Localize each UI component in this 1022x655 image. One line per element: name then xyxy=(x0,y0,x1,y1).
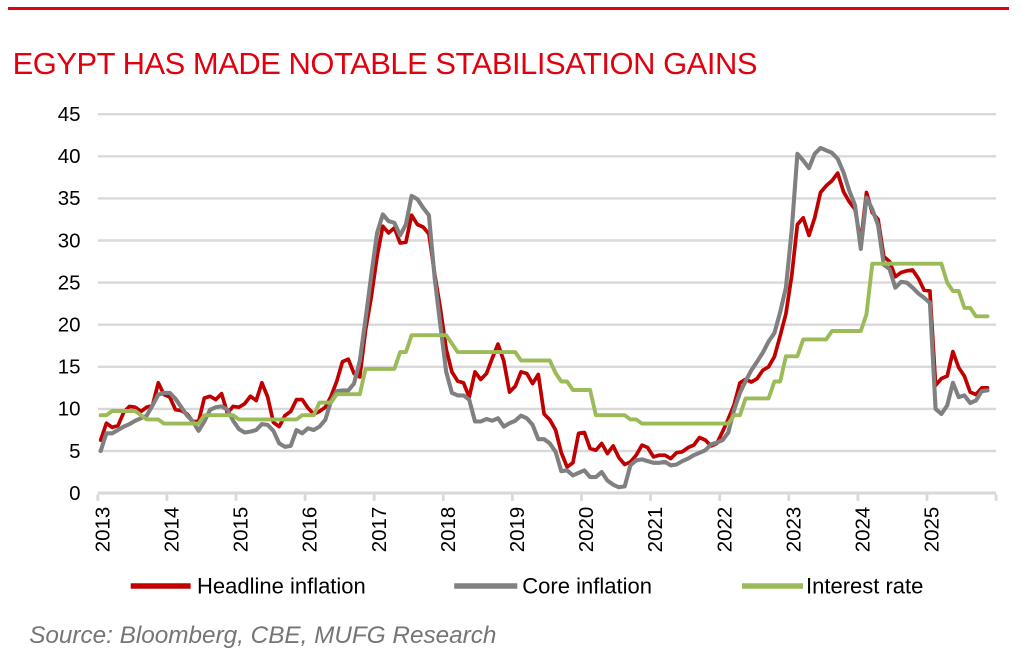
svg-text:Headline inflation: Headline inflation xyxy=(197,573,366,598)
svg-text:2021: 2021 xyxy=(644,507,667,553)
svg-text:45: 45 xyxy=(58,103,81,126)
svg-text:0: 0 xyxy=(69,482,80,505)
svg-text:20: 20 xyxy=(58,314,81,337)
svg-text:35: 35 xyxy=(58,187,81,210)
svg-text:2019: 2019 xyxy=(506,507,529,553)
svg-text:2017: 2017 xyxy=(368,507,391,553)
svg-text:15: 15 xyxy=(58,356,81,379)
svg-text:2020: 2020 xyxy=(575,507,598,553)
svg-text:5: 5 xyxy=(69,440,80,463)
svg-text:2018: 2018 xyxy=(437,507,460,553)
svg-text:2024: 2024 xyxy=(852,507,875,553)
svg-text:40: 40 xyxy=(58,145,81,168)
svg-text:2015: 2015 xyxy=(230,507,253,553)
svg-text:2014: 2014 xyxy=(161,507,184,553)
svg-text:30: 30 xyxy=(58,229,81,252)
svg-text:Interest rate: Interest rate xyxy=(806,573,923,598)
svg-text:2022: 2022 xyxy=(713,507,736,553)
svg-text:2025: 2025 xyxy=(921,507,944,553)
svg-text:2013: 2013 xyxy=(91,507,114,553)
svg-text:25: 25 xyxy=(58,271,81,294)
svg-text:Core inflation: Core inflation xyxy=(522,573,652,598)
svg-text:2023: 2023 xyxy=(782,507,805,553)
svg-text:10: 10 xyxy=(58,398,81,421)
svg-text:2016: 2016 xyxy=(299,507,322,553)
